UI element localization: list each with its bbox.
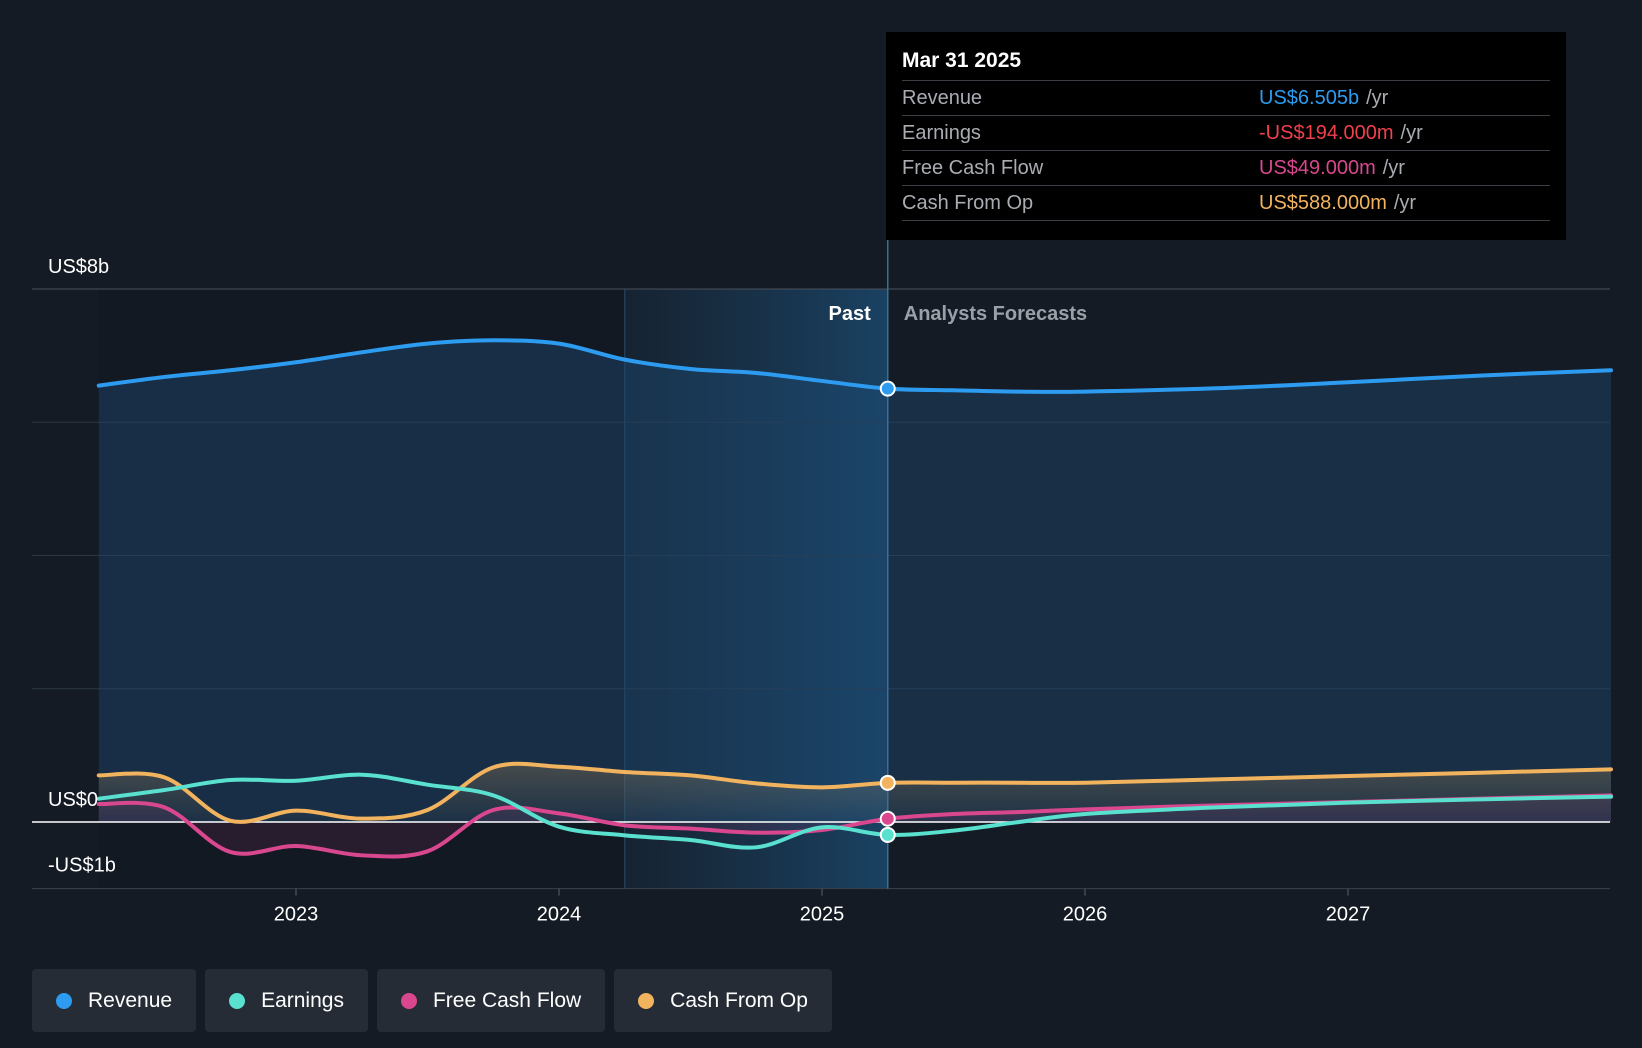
legend-label: Free Cash Flow (432, 988, 582, 1012)
tooltip-unit: /yr (1366, 86, 1389, 109)
tooltip-row-cash-from-op: Cash From Op US$588.000m /yr (902, 185, 1550, 221)
tooltip-unit: /yr (1400, 121, 1423, 144)
legend-dot-icon (56, 992, 72, 1009)
series-line-cash-from-op (96, 761, 1613, 824)
x-tick-label: 2023 (274, 904, 319, 926)
legend-item-cash-from-op[interactable]: Cash From Op (614, 969, 832, 1032)
legend: Revenue Earnings Free Cash Flow Cash Fro… (32, 969, 832, 1032)
legend-dot-icon (229, 992, 246, 1009)
tooltip-label: Cash From Op (902, 191, 1034, 214)
tooltip: Mar 31 2025 Revenue US$6.505b /yr Earnin… (886, 32, 1566, 240)
chart-plot: Past Analysts Forecasts US$8b US$0 -US$1b 202… (32, 240, 1613, 926)
tooltip-value: US$49.000m (1259, 156, 1376, 179)
legend-dot-icon (400, 992, 417, 1009)
legend-item-revenue[interactable]: Revenue (32, 969, 197, 1032)
x-tick-label: 2027 (1326, 904, 1371, 926)
tooltip-value: US$588.000m (1259, 191, 1387, 214)
marker-free-cash-flow (879, 810, 896, 827)
marker-revenue (879, 380, 896, 397)
marker-earnings (879, 826, 896, 843)
past-label: Past (829, 303, 872, 325)
series-line-earnings (96, 772, 1613, 850)
revenue-area (98, 340, 1611, 822)
tooltip-unit: /yr (1393, 191, 1417, 214)
legend-label: Revenue (88, 988, 173, 1012)
x-tick-label: 2024 (537, 904, 582, 926)
series-line-revenue (96, 338, 1613, 394)
tooltip-row-revenue: Revenue US$6.505b /yr (902, 80, 1550, 115)
y-tick-label: US$0 (48, 789, 98, 811)
tooltip-label: Revenue (902, 86, 983, 109)
legend-item-earnings[interactable]: Earnings (205, 969, 368, 1032)
tooltip-date: Mar 31 2025 (902, 49, 1022, 72)
marker-cash-from-op (879, 774, 896, 791)
tooltip-label: Free Cash Flow (902, 156, 1044, 179)
legend-label: Earnings (261, 988, 344, 1012)
legend-item-free-cash-flow[interactable]: Free Cash Flow (376, 969, 606, 1032)
legend-label: Cash From Op (670, 988, 808, 1012)
x-tick-label: 2025 (800, 904, 845, 926)
x-tick-label: 2026 (1063, 904, 1108, 926)
tooltip-unit: /yr (1382, 156, 1405, 179)
y-tick-label: -US$1b (48, 855, 116, 877)
forecast-label: Analysts Forecasts (904, 303, 1087, 325)
tooltip-value: -US$194.000m (1259, 121, 1394, 144)
tooltip-value: US$6.505b (1259, 86, 1360, 109)
tooltip-label: Earnings (902, 121, 981, 144)
free-cash-flow-area (98, 795, 1611, 857)
tooltip-row-earnings: Earnings -US$194.000m /yr (902, 115, 1550, 150)
tooltip-row-free-cash-flow: Free Cash Flow US$49.000m /yr (902, 150, 1550, 185)
legend-dot-icon (638, 992, 655, 1009)
y-tick-label: US$8b (48, 256, 109, 278)
